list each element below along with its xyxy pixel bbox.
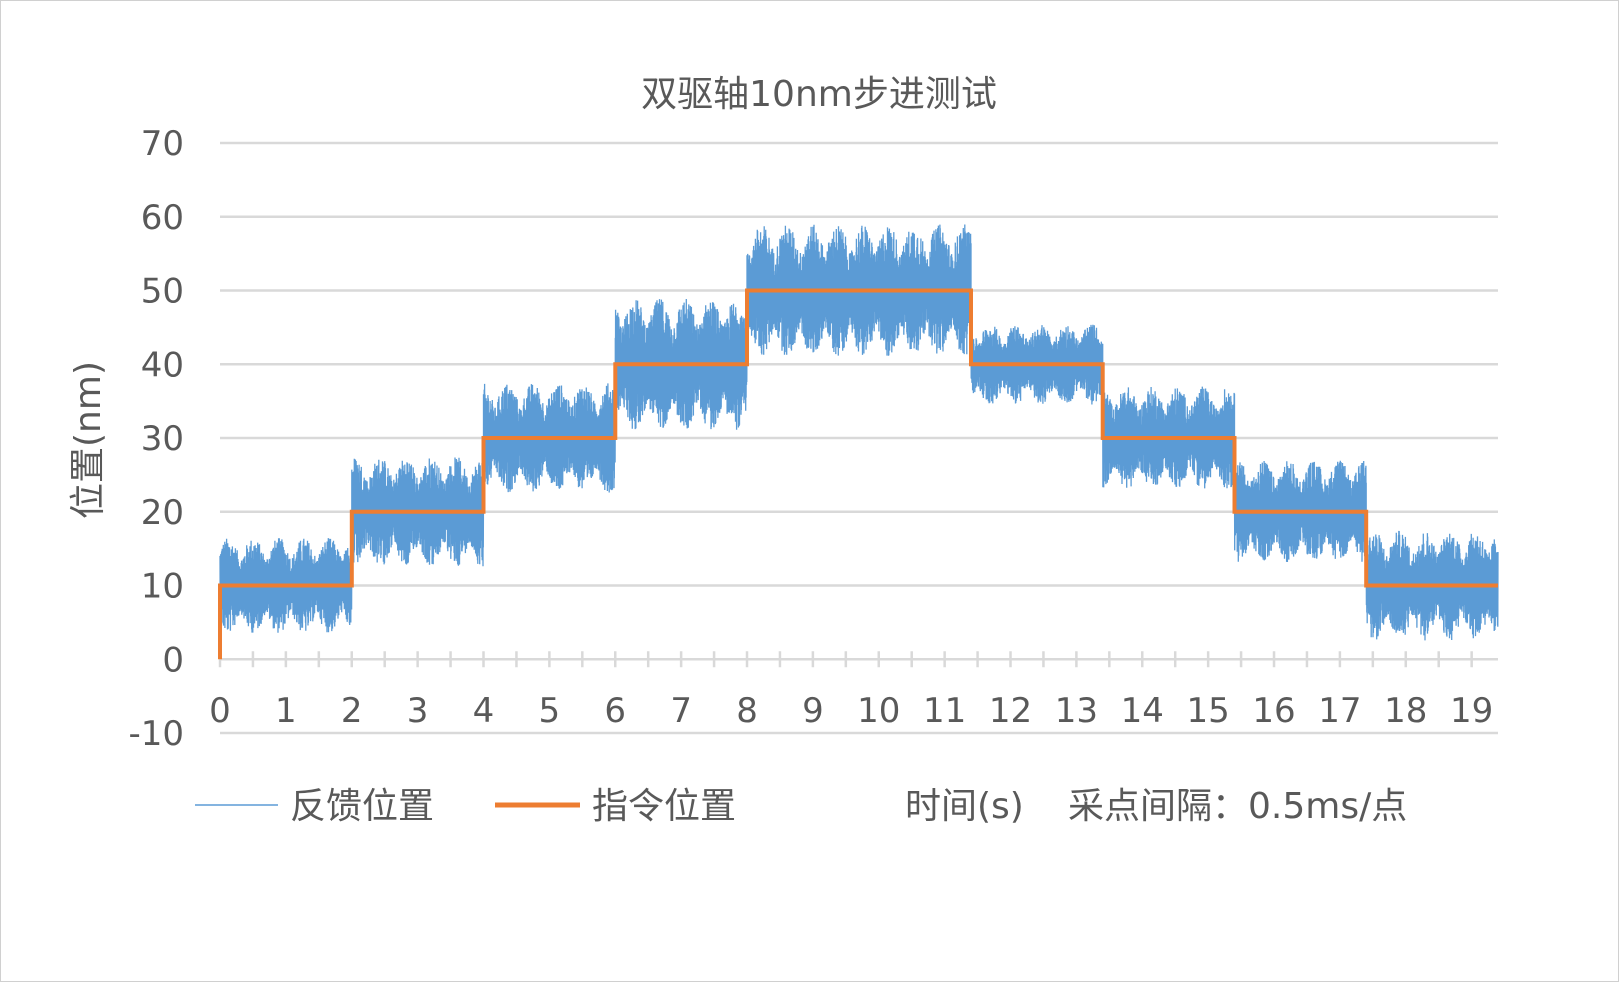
legend: 反馈位置 指令位置 时间(s) 采点间隔：0.5ms/点 xyxy=(195,786,1407,827)
x-tick-label: 5 xyxy=(539,691,561,731)
x-tick-label: 13 xyxy=(1055,691,1098,731)
x-tick-label: 8 xyxy=(736,691,758,731)
x-tick-label: 9 xyxy=(802,691,824,731)
chart-title: 双驱轴10nm步进测试 xyxy=(641,74,997,115)
y-tick-label: 10 xyxy=(141,567,184,607)
y-tick-label: -10 xyxy=(128,714,184,754)
y-tick-label: 40 xyxy=(141,345,184,385)
y-tick-label: 20 xyxy=(141,493,184,533)
legend-label-command: 指令位置 xyxy=(592,786,736,827)
y-tick-label: 50 xyxy=(141,272,184,312)
x-tick-label: 15 xyxy=(1187,691,1230,731)
x-axis-ticks xyxy=(218,651,1473,668)
x-tick-label: 19 xyxy=(1450,691,1493,731)
x-tick-label: 14 xyxy=(1121,691,1164,731)
y-tick-label: 0 xyxy=(162,640,184,680)
x-tick-label: 4 xyxy=(473,691,495,731)
plot-area xyxy=(218,224,1499,660)
x-tick-label: 12 xyxy=(989,691,1032,731)
x-tick-label: 11 xyxy=(923,691,966,731)
x-tick-label: 0 xyxy=(209,691,231,731)
y-axis-tick-labels: -10 0 10 20 30 40 50 60 70 xyxy=(128,124,184,754)
x-axis-tick-labels: 0 1 2 3 4 5 6 7 8 9 10 11 12 13 14 15 16 17 18 19 xyxy=(209,691,1493,731)
y-tick-label: 70 xyxy=(141,124,184,164)
x-tick-label: 2 xyxy=(341,691,363,731)
x-axis-title: 时间(s) xyxy=(905,786,1024,827)
y-tick-label: 30 xyxy=(141,419,184,459)
series-feedback-line xyxy=(219,224,1499,641)
x-tick-label: 18 xyxy=(1384,691,1427,731)
legend-label-feedback: 反馈位置 xyxy=(290,786,434,827)
y-axis-title: 位置(nm) xyxy=(68,361,109,519)
x-tick-label: 16 xyxy=(1252,691,1295,731)
y-tick-label: 60 xyxy=(141,198,184,238)
sample-interval-note: 采点间隔：0.5ms/点 xyxy=(1068,786,1407,827)
gridlines xyxy=(220,141,1498,735)
x-tick-label: 17 xyxy=(1318,691,1361,731)
x-tick-label: 6 xyxy=(604,691,626,731)
x-tick-label: 10 xyxy=(857,691,900,731)
x-tick-label: 3 xyxy=(407,691,429,731)
x-tick-label: 1 xyxy=(275,691,297,731)
x-tick-label: 7 xyxy=(670,691,692,731)
series-command-line xyxy=(218,288,1498,660)
